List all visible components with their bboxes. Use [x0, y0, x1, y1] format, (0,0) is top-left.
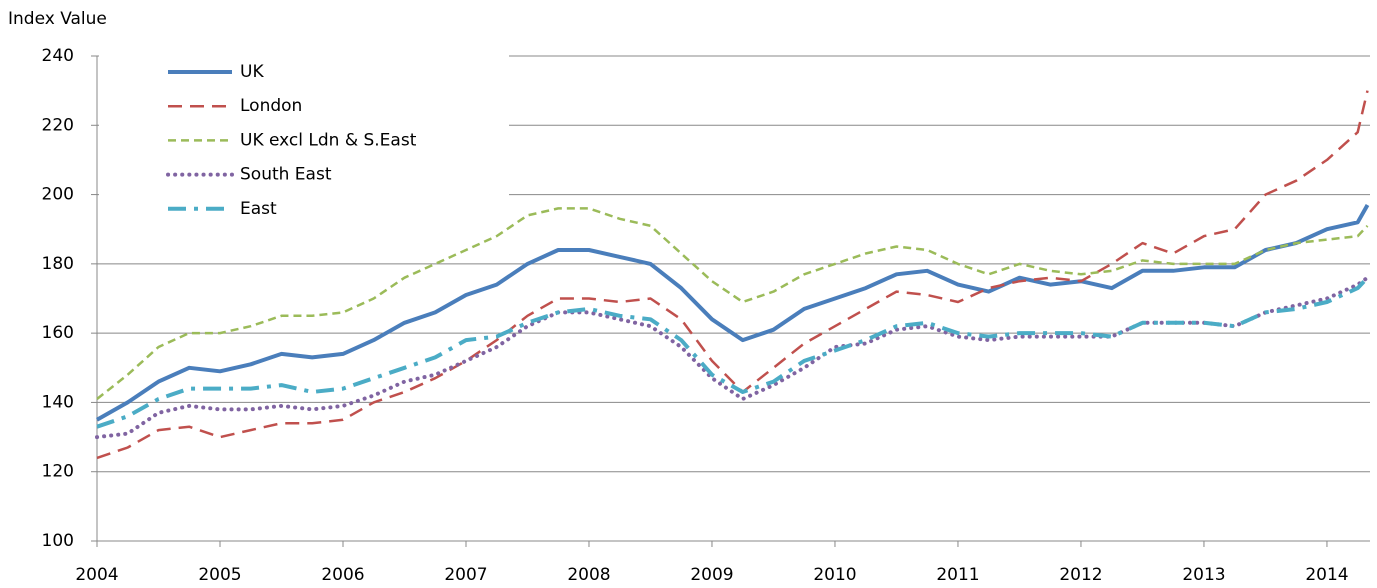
x-tick-label: 2008	[567, 565, 610, 584]
series-line	[96, 207, 1369, 400]
series-line	[95, 275, 1370, 440]
series-line	[96, 204, 1370, 422]
y-tick-label: 120	[42, 462, 74, 482]
legend-label: UK	[240, 62, 264, 82]
legend-label: East	[240, 199, 277, 219]
x-tick-label: 2004	[75, 565, 118, 584]
x-tick-label: 2012	[1059, 565, 1102, 584]
x-tick-label: 2005	[198, 565, 241, 584]
x-tick-label: 2014	[1305, 565, 1348, 584]
y-tick-label: 220	[42, 115, 74, 135]
y-tick-label: 200	[42, 185, 74, 205]
x-tick-label: 2013	[1182, 565, 1225, 584]
y-axis-title: Index Value	[8, 9, 107, 29]
y-tick-label: 100	[42, 531, 74, 551]
y-tick-label: 140	[42, 392, 74, 412]
series-line	[96, 276, 1369, 429]
x-tick-label: 2007	[444, 565, 487, 584]
x-tick-label: 2010	[813, 565, 856, 584]
legend-label: London	[240, 96, 302, 116]
y-tick-label: 160	[42, 323, 74, 343]
legend-label: UK excl Ldn & S.East	[240, 130, 417, 150]
x-tick-label: 2009	[690, 565, 733, 584]
y-tick-label: 240	[42, 46, 74, 66]
legend-box	[99, 50, 509, 230]
y-tick-label: 180	[42, 254, 74, 274]
legend-label: South East	[240, 165, 332, 185]
x-tick-label: 2011	[936, 565, 979, 584]
x-tick-label: 2006	[321, 565, 364, 584]
